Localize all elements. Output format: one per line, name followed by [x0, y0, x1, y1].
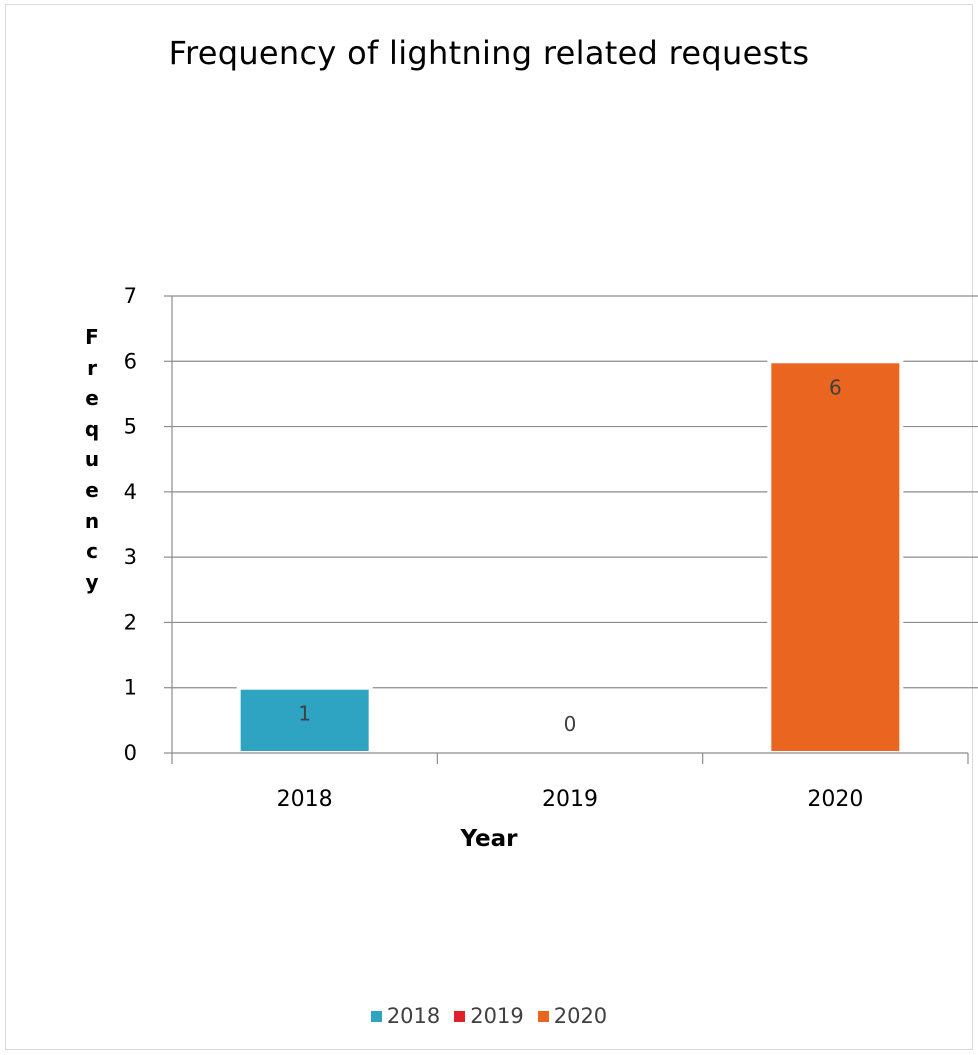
y-tick-label: 7 [124, 284, 137, 308]
y-axis-label-char: q [84, 416, 100, 441]
legend: 2018 2019 2020 [0, 1004, 978, 1028]
x-tick-label: 2019 [542, 787, 598, 812]
x-axis-label: Year [460, 826, 518, 852]
data-label: 6 [829, 375, 842, 399]
legend-swatch [454, 1011, 466, 1022]
legend-item-2019: 2019 [454, 1004, 524, 1028]
y-tick-label: 1 [124, 676, 137, 700]
y-axis-label-char: e [85, 386, 99, 411]
legend-label: 2018 [386, 1004, 441, 1028]
y-axis-label-char: u [84, 447, 100, 472]
legend-swatch [370, 1011, 382, 1022]
chart-title: Frequency of lightning related requests [168, 34, 810, 72]
y-tick-label: 4 [124, 480, 137, 504]
y-axis-label-char: y [85, 569, 99, 594]
legend-item-2018: 2018 [370, 1004, 441, 1028]
legend-label: 2019 [470, 1004, 524, 1028]
legend-label: 2020 [553, 1004, 608, 1028]
y-tick-label: 5 [124, 415, 137, 439]
bar-2020 [771, 363, 900, 751]
y-axis-label-char: c [86, 539, 98, 564]
legend-swatch [537, 1011, 549, 1022]
x-tick-label: 2018 [277, 787, 333, 812]
y-axis-label-char: e [85, 477, 99, 502]
y-axis-label-char: n [84, 508, 100, 533]
data-label: 1 [298, 702, 311, 726]
y-axis-label-char: r [87, 355, 97, 380]
data-label: 0 [564, 712, 577, 736]
y-tick-label: 6 [124, 349, 137, 373]
bar-2018 [240, 689, 369, 751]
y-tick-label: 2 [124, 610, 137, 634]
y-axis-label-char: F [85, 325, 99, 349]
legend-item-2020: 2020 [537, 1004, 608, 1028]
y-tick-label: 0 [124, 741, 137, 765]
x-tick-label: 2020 [807, 787, 863, 812]
y-tick-label: 3 [124, 545, 137, 569]
